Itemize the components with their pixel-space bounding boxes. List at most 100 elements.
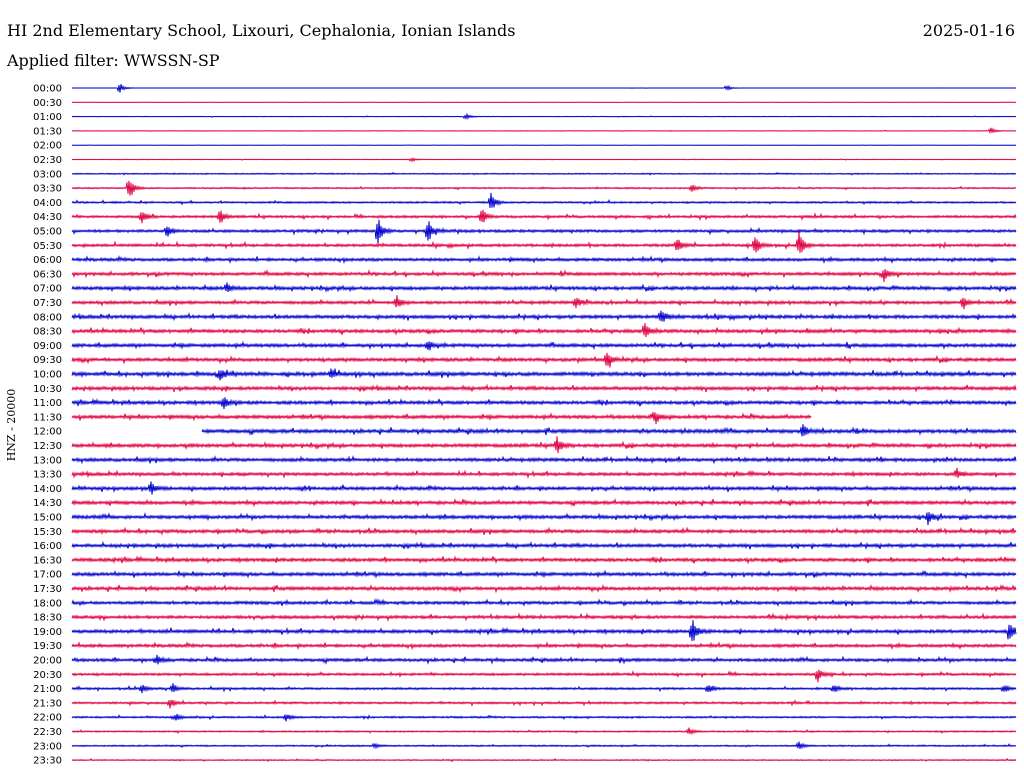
row-time-label: 16:30 xyxy=(33,555,62,566)
trace-row xyxy=(71,641,1017,651)
trace-row xyxy=(71,620,1017,642)
row-time-label: 09:30 xyxy=(33,355,62,366)
trace-row xyxy=(71,352,1017,368)
trace-row xyxy=(71,481,1017,495)
trace-row xyxy=(71,467,1017,480)
row-time-label: 18:00 xyxy=(33,598,62,609)
row-time-label: 06:30 xyxy=(33,269,62,280)
row-time-label: 08:00 xyxy=(33,312,62,323)
trace-row xyxy=(201,424,1017,437)
trace-row xyxy=(71,497,1017,508)
trace-row xyxy=(71,127,1017,135)
row-time-label: 05:30 xyxy=(33,241,62,252)
row-time-label: 09:00 xyxy=(33,341,62,352)
filter-label: Applied filter: WWSSN-SP xyxy=(7,51,220,70)
trace-row xyxy=(71,713,1017,722)
trace-row xyxy=(71,540,1017,551)
trace-row xyxy=(71,598,1017,608)
row-time-label: 04:30 xyxy=(33,212,62,223)
row-time-label: 19:00 xyxy=(33,627,62,638)
row-time-label: 08:30 xyxy=(33,327,62,338)
row-time-label: 05:00 xyxy=(33,227,62,238)
row-time-label: 01:30 xyxy=(33,126,62,137)
trace-row xyxy=(71,282,1017,294)
row-time-label: 22:00 xyxy=(33,713,62,724)
row-time-label: 15:00 xyxy=(33,513,62,524)
row-time-label: 13:00 xyxy=(33,455,62,466)
trace-row xyxy=(71,583,1017,594)
trace-row xyxy=(71,383,1017,393)
trace-row xyxy=(71,526,1017,536)
row-time-label: 23:30 xyxy=(33,756,62,767)
trace-row xyxy=(71,727,1017,736)
trace-row xyxy=(71,219,1017,244)
row-time-label: 13:30 xyxy=(33,470,62,481)
trace-row xyxy=(71,454,1017,465)
row-time-label: 12:30 xyxy=(33,441,62,452)
trace-row xyxy=(71,669,1017,683)
row-time-label: 11:30 xyxy=(33,412,62,423)
trace-row xyxy=(71,757,1017,763)
row-time-label: 00:30 xyxy=(33,98,62,109)
row-time-label: 10:00 xyxy=(33,370,62,381)
row-time-label: 10:30 xyxy=(33,384,62,395)
trace-row xyxy=(71,171,1017,176)
row-time-label: 17:00 xyxy=(33,570,62,581)
row-time-label: 07:00 xyxy=(33,284,62,295)
row-time-label: 16:00 xyxy=(33,541,62,552)
trace-row xyxy=(71,180,1017,196)
trace-row xyxy=(71,310,1017,322)
trace-row xyxy=(71,268,1017,283)
row-time-label: 20:30 xyxy=(33,670,62,681)
row-time-label: 23:00 xyxy=(33,741,62,752)
station-title: HI 2nd Elementary School, Lixouri, Cepha… xyxy=(7,21,516,40)
time-labels: 00:00 00:30 01:00 01:30 02:00 02:30 03:00 03:30… xyxy=(33,84,62,767)
trace-row xyxy=(71,741,1017,750)
row-time-label: 19:30 xyxy=(33,641,62,652)
trace-row xyxy=(71,156,1017,163)
trace-row xyxy=(71,255,1017,265)
trace-row xyxy=(71,436,1017,454)
trace-row xyxy=(71,368,1017,381)
row-time-label: 21:30 xyxy=(33,698,62,709)
row-time-label: 20:00 xyxy=(33,656,62,667)
trace-row xyxy=(71,699,1017,709)
trace-row xyxy=(71,323,1017,338)
trace-row xyxy=(71,569,1017,580)
trace-row xyxy=(71,555,1017,565)
trace-row xyxy=(71,84,1017,93)
row-time-label: 03:00 xyxy=(33,169,62,180)
record-date: 2025-01-16 xyxy=(922,21,1015,40)
row-time-label: 07:30 xyxy=(33,298,62,309)
trace-row xyxy=(71,209,1017,224)
row-time-label: 14:00 xyxy=(33,484,62,495)
row-time-label: 03:30 xyxy=(33,184,62,195)
trace-row xyxy=(71,112,1017,121)
trace-row xyxy=(71,654,1017,665)
row-time-label: 01:00 xyxy=(33,112,62,123)
row-time-label: 18:30 xyxy=(33,613,62,624)
trace-row xyxy=(71,397,1017,409)
row-time-label: 02:00 xyxy=(33,141,62,152)
trace-row xyxy=(71,295,1017,310)
trace-row xyxy=(71,612,1017,622)
trace-rows xyxy=(71,84,1017,763)
trace-row xyxy=(71,511,1017,526)
row-time-label: 22:30 xyxy=(33,727,62,738)
row-time-label: 21:00 xyxy=(33,684,62,695)
trace-row xyxy=(71,192,1017,208)
trace-row xyxy=(71,231,1017,253)
row-time-label: 15:30 xyxy=(33,527,62,538)
row-time-label: 04:00 xyxy=(33,198,62,209)
row-time-label: 11:00 xyxy=(33,398,62,409)
trace-row xyxy=(71,412,812,425)
trace-row xyxy=(71,340,1017,351)
row-time-label: 17:30 xyxy=(33,584,62,595)
row-time-label: 00:00 xyxy=(33,84,62,95)
row-time-label: 02:30 xyxy=(33,155,62,166)
row-time-label: 14:30 xyxy=(33,498,62,509)
row-time-label: 06:00 xyxy=(33,255,62,266)
row-time-label: 12:00 xyxy=(33,427,62,438)
trace-row xyxy=(71,683,1017,694)
